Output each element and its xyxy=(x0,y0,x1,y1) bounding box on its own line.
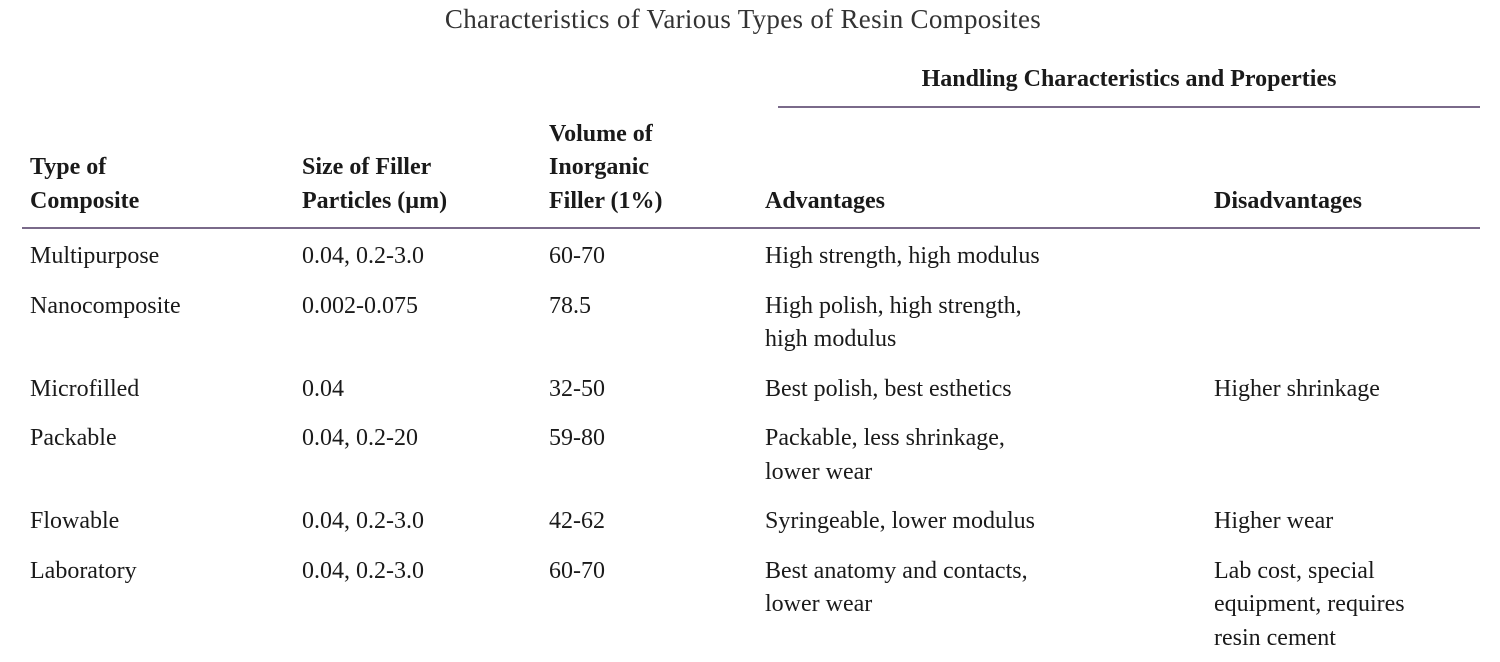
table-cell-line: 32-50 xyxy=(549,375,605,402)
table-cell-line: Best polish, best esthetics xyxy=(765,375,1012,402)
table-cell: High strength, high modulus xyxy=(765,240,1040,274)
table-cell: 78.5 xyxy=(549,290,591,324)
table-cell: Higher wear xyxy=(1214,505,1333,539)
table-cell-line: lower wear xyxy=(765,591,873,617)
table-cell-line: 59-80 xyxy=(549,425,605,451)
column-header: Size of Filler Particles (µm) xyxy=(302,151,447,218)
column-header-line: Particles (µm) xyxy=(302,187,448,214)
column-header-line: Inorganic xyxy=(549,154,650,180)
table-cell: Nanocomposite xyxy=(30,290,181,324)
column-header-line: Disadvantages xyxy=(1214,187,1363,214)
group-header: Handling Characteristics and Properties xyxy=(921,66,1337,92)
group-rule xyxy=(778,106,1480,108)
table-cell-line: 0.04, 0.2-3.0 xyxy=(302,243,424,269)
column-header: Disadvantages xyxy=(1214,185,1362,219)
table-cell: Microfilled xyxy=(30,373,139,407)
table-cell: 42-62 xyxy=(549,505,605,539)
table-cell-line: high modulus xyxy=(765,326,897,352)
table-cell: 0.04, 0.2-3.0 xyxy=(302,240,424,274)
column-header-line: Composite xyxy=(30,187,140,214)
table-cell: Syringeable, lower modulus xyxy=(765,505,1035,539)
table-cell: Higher shrinkage xyxy=(1214,373,1380,407)
table-cell-line: Multipurpose xyxy=(30,243,160,269)
table-cell: 0.04, 0.2-3.0 xyxy=(302,505,424,539)
table-cell-line: Higher shrinkage xyxy=(1214,375,1380,402)
table-cell-line: High polish, high strength, xyxy=(765,292,1022,319)
table-cell-line: Microfilled xyxy=(30,375,140,402)
table-cell-line: Nanocomposite xyxy=(30,292,181,319)
table-cell: Best anatomy and contacts, lower wear xyxy=(765,555,1028,622)
table-cell: 59-80 xyxy=(549,422,605,456)
table-cell: Flowable xyxy=(30,505,119,539)
table-cell-line: resin cement xyxy=(1214,624,1336,651)
table-cell-line: Packable xyxy=(30,425,117,451)
column-header-line: Filler (1%) xyxy=(549,187,663,214)
table-cell: High polish, high strength, high modulus xyxy=(765,290,1022,357)
table-cell: 0.04 xyxy=(302,373,344,407)
table-cell: Laboratory xyxy=(30,555,137,589)
column-header-line: Size of Filler xyxy=(302,154,432,180)
header-rule xyxy=(22,227,1480,229)
table-cell-line: lower wear xyxy=(765,458,873,485)
table-cell-line: 78.5 xyxy=(549,292,591,319)
table-cell: 60-70 xyxy=(549,240,605,274)
table-cell-line: Higher wear xyxy=(1214,508,1334,534)
table-cell-line: Laboratory xyxy=(30,557,137,584)
table-cell-line: 42-62 xyxy=(549,508,605,534)
table-cell: Packable xyxy=(30,422,117,456)
table-cell: 32-50 xyxy=(549,373,605,407)
table-cell: 60-70 xyxy=(549,555,605,589)
column-header: Type of Composite xyxy=(30,151,139,218)
table-cell: Lab cost, special equipment, requires resi… xyxy=(1214,555,1405,656)
table-cell: 0.002-0.075 xyxy=(302,290,418,324)
table-cell-line: 0.04, 0.2-3.0 xyxy=(302,557,424,584)
table-cell-line: 60-70 xyxy=(549,243,605,269)
table-cell-line: 0.04 xyxy=(302,375,344,402)
table-cell-line: 0.04, 0.2-3.0 xyxy=(302,508,424,534)
table-cell-line: Lab cost, special xyxy=(1214,557,1375,584)
table-cell: 0.04, 0.2-20 xyxy=(302,422,418,456)
table-cell: Multipurpose xyxy=(30,240,159,274)
column-header: Volume of Inorganic Filler (1%) xyxy=(549,118,663,219)
table-cell-line: Best anatomy and contacts, xyxy=(765,557,1028,584)
table-cell-line: Packable, less shrinkage, xyxy=(765,425,1005,451)
table-cell: 0.04, 0.2-3.0 xyxy=(302,555,424,589)
column-header: Advantages xyxy=(765,185,885,219)
table-cell-line: Syringeable, lower modulus xyxy=(765,508,1035,534)
table-cell-line: 0.04, 0.2-20 xyxy=(302,425,418,451)
table-title: Characteristics of Various Types of Resi… xyxy=(444,4,1042,34)
table-cell: Packable, less shrinkage, lower wear xyxy=(765,422,1005,489)
column-header-line: Volume of xyxy=(549,120,653,147)
table-cell-line: High strength, high modulus xyxy=(765,243,1040,269)
table-cell-line: 60-70 xyxy=(549,557,605,584)
column-header-line: Type of xyxy=(30,154,107,180)
column-header-line: Advantages xyxy=(765,187,886,214)
table-cell: Best polish, best esthetics xyxy=(765,373,1012,407)
table-cell-line: 0.002-0.075 xyxy=(302,292,418,319)
table-cell-line: Flowable xyxy=(30,508,120,534)
table-cell-line: equipment, requires xyxy=(1214,591,1405,617)
